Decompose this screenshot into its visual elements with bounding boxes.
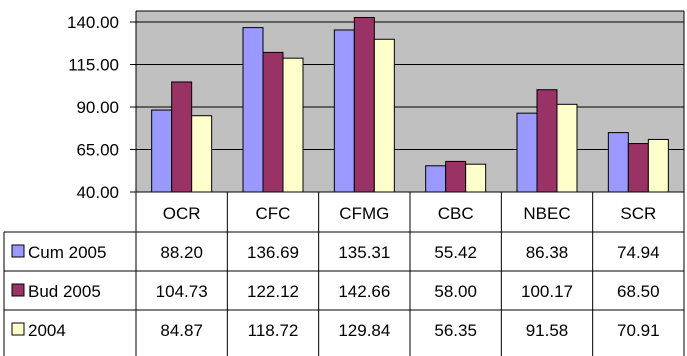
category-label: OCR [163,204,201,223]
bar-cbc-1 [445,160,467,193]
bar-cfmg-2 [373,38,395,193]
data-cell: 91.58 [526,321,569,340]
bar-nbec-0 [516,112,538,193]
bar-cfmg-0 [333,29,355,193]
legend-label: 2004 [28,321,66,340]
y-tick-label: 40.00 [76,183,119,202]
data-cell: 70.91 [617,321,660,340]
bar-ocr-1 [171,81,193,193]
legend-label: Cum 2005 [28,243,106,262]
y-axis: 40.00 65.00 90.00 115.00 140.00 [67,11,685,202]
data-cell: 136.69 [247,243,299,262]
bar-cbc-2 [465,163,487,193]
bar-cfc-1 [262,51,284,193]
data-cell: 84.87 [160,321,203,340]
data-cell: 74.94 [617,243,660,262]
data-cell: 55.42 [434,243,477,262]
data-cell: 118.72 [248,321,299,340]
bar-cbc-0 [425,165,447,193]
data-cell: 56.35 [434,321,477,340]
category-label: CFC [256,204,291,223]
bar-cfc-2 [282,57,304,193]
bar-scr-0 [607,132,629,193]
data-cell: 129.84 [338,321,390,340]
bar-nbec-2 [556,103,578,193]
data-table: OCR CFC CFMG CBC NBEC SCR Cum 2005 88.20 136.69 1… [3,191,685,356]
bar-ocr-0 [151,109,173,193]
category-label: CBC [438,204,474,223]
y-tick-label: 140.00 [67,13,119,32]
bars [151,16,669,193]
bar-ocr-2 [191,115,213,193]
category-label: SCR [620,204,656,223]
bar-scr-1 [627,143,649,193]
data-cell: 68.50 [617,282,660,301]
data-cell: 100.17 [521,282,573,301]
legend-label: Bud 2005 [28,282,101,301]
data-cell: 142.66 [338,282,390,301]
data-cell: 86.38 [526,243,569,262]
bar-nbec-1 [536,89,558,193]
data-cell: 104.73 [156,282,208,301]
legend-swatch [11,322,25,336]
bar-cfc-0 [242,27,264,193]
y-tick-label: 90.00 [76,98,119,117]
legend-swatch [11,244,25,258]
data-cell: 122.12 [247,282,299,301]
data-cell: 88.20 [160,243,203,262]
legend-swatch [11,283,25,297]
category-label: NBEC [523,204,570,223]
bar-scr-2 [647,138,669,193]
category-label: CFMG [339,204,389,223]
bar-cfmg-1 [353,16,375,193]
data-cell: 135.31 [338,243,390,262]
y-tick-label: 115.00 [68,56,119,75]
plot-area [136,11,684,192]
y-tick-label: 65.00 [76,141,119,160]
data-cell: 58.00 [434,282,477,301]
